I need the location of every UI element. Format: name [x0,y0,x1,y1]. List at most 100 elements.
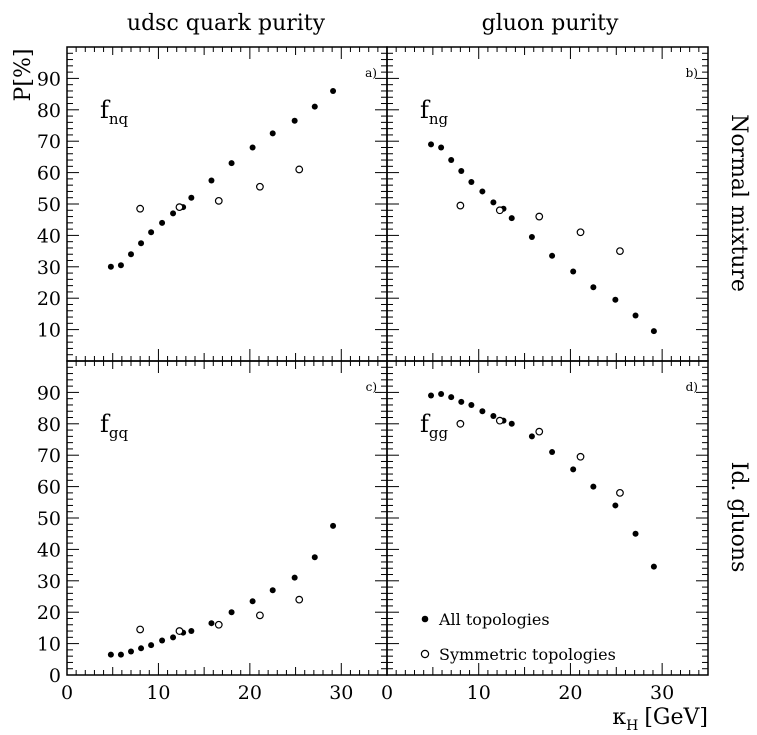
x-tick-label: 30 [329,682,353,704]
point-symmetric-topologies [136,204,145,213]
function-label: fnq [100,96,129,128]
point-all-topologies [479,408,486,415]
x-tick-label: 0 [61,682,73,704]
column-title-right: gluon purity [482,11,619,36]
point-symmetric-topologies [495,206,504,215]
y-tick-label: 70 [37,445,61,467]
function-label-main: f [420,410,431,438]
point-symmetric-topologies [256,182,264,191]
point-all-topologies [490,199,497,206]
point-all-topologies [448,394,455,401]
panel-d: 0 10 20 30 d) fgg [381,360,709,704]
x-axis-label-kappa: κ [612,705,626,730]
y-tick-label: 40 [37,539,61,561]
y-tick-label: 30 [37,257,61,279]
x-tick-label: 0 [381,682,393,704]
point-all-topologies [528,433,535,440]
y-tick-label: 10 [37,634,61,656]
point-symmetric-topologies [214,196,223,205]
y-tick-label: 40 [37,225,61,247]
panel-letter: b) [686,66,698,80]
y-axis-label: P[%] [11,49,36,102]
legend-label-symmetric: Symmetric topologies [439,645,616,664]
point-all-topologies [208,620,215,627]
panel-letter: c) [366,380,377,394]
point-symmetric-topologies [616,247,624,256]
point-all-topologies [117,262,124,269]
panel-a: 10 20 30 40 50 60 70 80 90 a) fnq [37,46,388,362]
point-all-topologies [549,449,556,456]
point-symmetric-topologies [456,419,465,428]
point-all-topologies [228,609,235,616]
panel-letter: d) [686,380,698,394]
point-all-topologies [269,587,276,594]
point-all-topologies [650,328,657,335]
point-all-topologies [148,642,155,649]
point-all-topologies [428,141,435,148]
y-tick-label: 30 [37,571,61,593]
point-all-topologies [590,483,597,490]
row-title-bottom: Id. gluons [726,462,751,573]
point-symmetric-topologies [456,201,465,210]
point-symmetric-topologies [535,212,544,221]
point-all-topologies [291,574,298,581]
y-tick-label: 60 [37,163,61,185]
point-all-topologies [468,401,475,408]
y-tick-label: 90 [37,68,61,90]
point-all-topologies [128,251,134,258]
point-symmetric-topologies [495,416,504,425]
point-all-topologies [249,144,256,151]
point-all-topologies [159,219,166,226]
point-all-topologies [508,215,515,222]
point-all-topologies [269,130,276,137]
point-all-topologies [448,157,455,164]
y-tick-label: 50 [37,508,61,530]
point-symmetric-topologies [256,611,264,620]
row-title-top: Normal mixture [726,114,751,292]
x-axis-label-sub: H [626,718,638,734]
point-all-topologies [490,412,497,419]
panel-frame [66,360,388,676]
point-symmetric-topologies [576,452,585,461]
point-all-topologies [458,398,465,405]
point-all-topologies [479,188,486,195]
x-axis-label-unit: [GeV] [644,705,708,730]
function-label-main: f [420,96,431,124]
x-tick-label: 10 [146,682,170,704]
point-all-topologies [468,179,475,186]
point-all-topologies [249,598,256,605]
point-symmetric-topologies [576,228,585,237]
point-all-topologies [508,420,515,427]
function-label: fgg [420,410,448,442]
function-label: fgq [100,410,128,442]
point-symmetric-topologies [175,627,184,635]
point-symmetric-topologies [136,625,145,634]
point-all-topologies [612,502,619,509]
point-all-topologies [128,648,134,655]
y-tick-label: 20 [37,602,61,624]
y-tick-label: 80 [37,100,61,122]
y-tick-label: 0 [49,665,61,687]
x-tick-label: 30 [650,682,674,704]
point-all-topologies [188,194,195,201]
point-all-topologies [632,530,639,537]
panel-frame [386,46,709,362]
point-all-topologies [590,284,597,291]
point-all-topologies [170,634,177,641]
point-symmetric-topologies [295,165,304,174]
point-all-topologies [612,296,619,303]
point-all-topologies [148,229,155,236]
point-all-topologies [458,168,465,175]
x-axis-label: κH [GeV] [612,705,708,734]
point-all-topologies [549,252,556,259]
panel-letter: a) [365,66,377,80]
point-all-topologies [330,87,337,94]
function-label-main: f [100,410,111,438]
function-label-sub: gq [109,424,129,442]
legend-marker-open [420,649,430,659]
point-symmetric-topologies [295,595,304,604]
point-all-topologies [330,522,337,529]
point-symmetric-topologies [535,427,544,436]
legend: All topologies Symmetric topologies [420,610,616,664]
point-all-topologies [632,312,639,319]
